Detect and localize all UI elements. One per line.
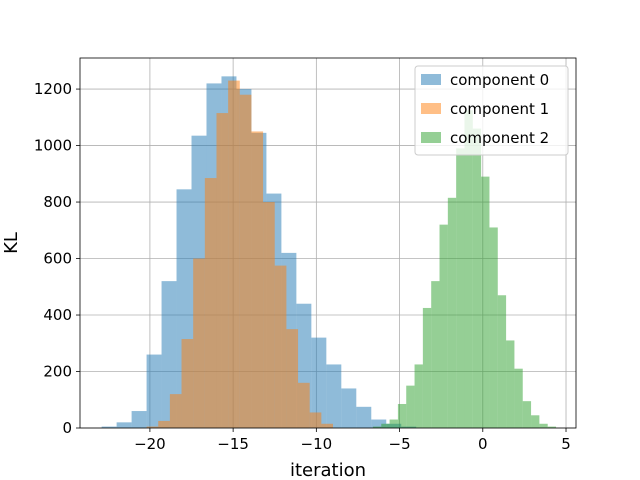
histogram-bar	[193, 258, 205, 428]
y-tick-label: 400	[43, 306, 72, 324]
histogram-bar	[397, 403, 407, 428]
axis-ticks: −20 −15 −10 −5 0 5 0 200 400 600 800 1000 1200	[34, 80, 571, 453]
histogram-bar	[101, 426, 117, 428]
histogram-bar	[489, 227, 498, 428]
histogram-bar	[389, 419, 398, 428]
x-axis-label: iteration	[290, 460, 366, 480]
histogram-bar	[181, 339, 194, 428]
histogram-bar	[298, 382, 310, 428]
x-tick-label: −5	[389, 435, 411, 453]
histogram-bar	[447, 197, 457, 428]
x-tick-label: −20	[134, 435, 166, 453]
histogram-bar	[422, 307, 432, 428]
histogram-bar	[228, 80, 240, 428]
y-axis-label: KL	[1, 232, 22, 254]
plot-frame	[79, 57, 577, 429]
histogram-bar	[286, 329, 299, 428]
histogram-bar	[381, 423, 390, 428]
x-tick-label: 0	[478, 435, 488, 453]
histogram-bar	[406, 385, 415, 428]
legend-swatch	[421, 132, 441, 143]
legend-swatch	[421, 103, 441, 114]
histogram-bar	[522, 401, 532, 428]
histogram-bar	[274, 265, 287, 428]
histogram-bar	[161, 281, 177, 428]
y-tick-label: 1000	[34, 137, 72, 155]
histogram-bar	[146, 426, 159, 428]
legend-swatch	[421, 74, 441, 85]
y-tick-label: 1200	[34, 80, 72, 98]
y-tick-label: 800	[43, 193, 72, 211]
histogram-bars	[101, 76, 557, 429]
histogram-bar	[311, 337, 327, 428]
histogram-bar	[372, 426, 382, 428]
histogram-bar	[158, 420, 170, 428]
histogram-bar	[309, 412, 322, 428]
histogram-bar	[497, 295, 507, 428]
histogram-bar	[539, 423, 548, 428]
histogram-bar	[514, 368, 523, 428]
histogram-bar	[431, 281, 440, 428]
series-2-bars	[372, 110, 557, 429]
histogram-bar	[414, 364, 423, 428]
legend-entry: component 1	[450, 100, 549, 118]
histogram-bar	[131, 411, 147, 428]
histogram-bar	[481, 176, 490, 428]
histogram-bar	[146, 354, 162, 428]
histogram-bar	[204, 178, 217, 428]
histogram-bar	[169, 394, 182, 428]
histogram-bar	[371, 419, 387, 428]
histogram-bar	[263, 202, 275, 428]
histogram-bar	[321, 423, 333, 428]
y-tick-label: 600	[43, 250, 72, 268]
x-tick-label: 5	[561, 435, 571, 453]
histogram-bar	[464, 110, 473, 429]
histogram-bar	[356, 406, 372, 428]
legend-entry: component 0	[450, 71, 549, 89]
legend: component 0 component 1 component 2	[414, 65, 569, 156]
histogram-bar	[439, 224, 448, 428]
series-1-bars	[146, 80, 333, 429]
y-tick-label: 200	[43, 363, 72, 381]
histogram-bar	[456, 148, 465, 428]
x-tick-label: −15	[217, 435, 249, 453]
legend-entry: component 2	[450, 129, 549, 147]
x-tick-label: −10	[301, 435, 333, 453]
histogram-bar	[326, 364, 342, 428]
histogram-bar	[531, 415, 540, 428]
histogram-bar	[251, 131, 264, 428]
histogram-bar	[216, 113, 229, 429]
histogram-bar	[472, 128, 482, 428]
histogram-bar	[341, 388, 357, 428]
histogram-bar	[547, 426, 557, 428]
histogram-bar	[239, 94, 252, 428]
histogram-bar	[116, 422, 132, 428]
y-tick-label: 0	[62, 419, 72, 437]
legend-box	[414, 65, 569, 156]
histogram-bar	[506, 340, 515, 428]
